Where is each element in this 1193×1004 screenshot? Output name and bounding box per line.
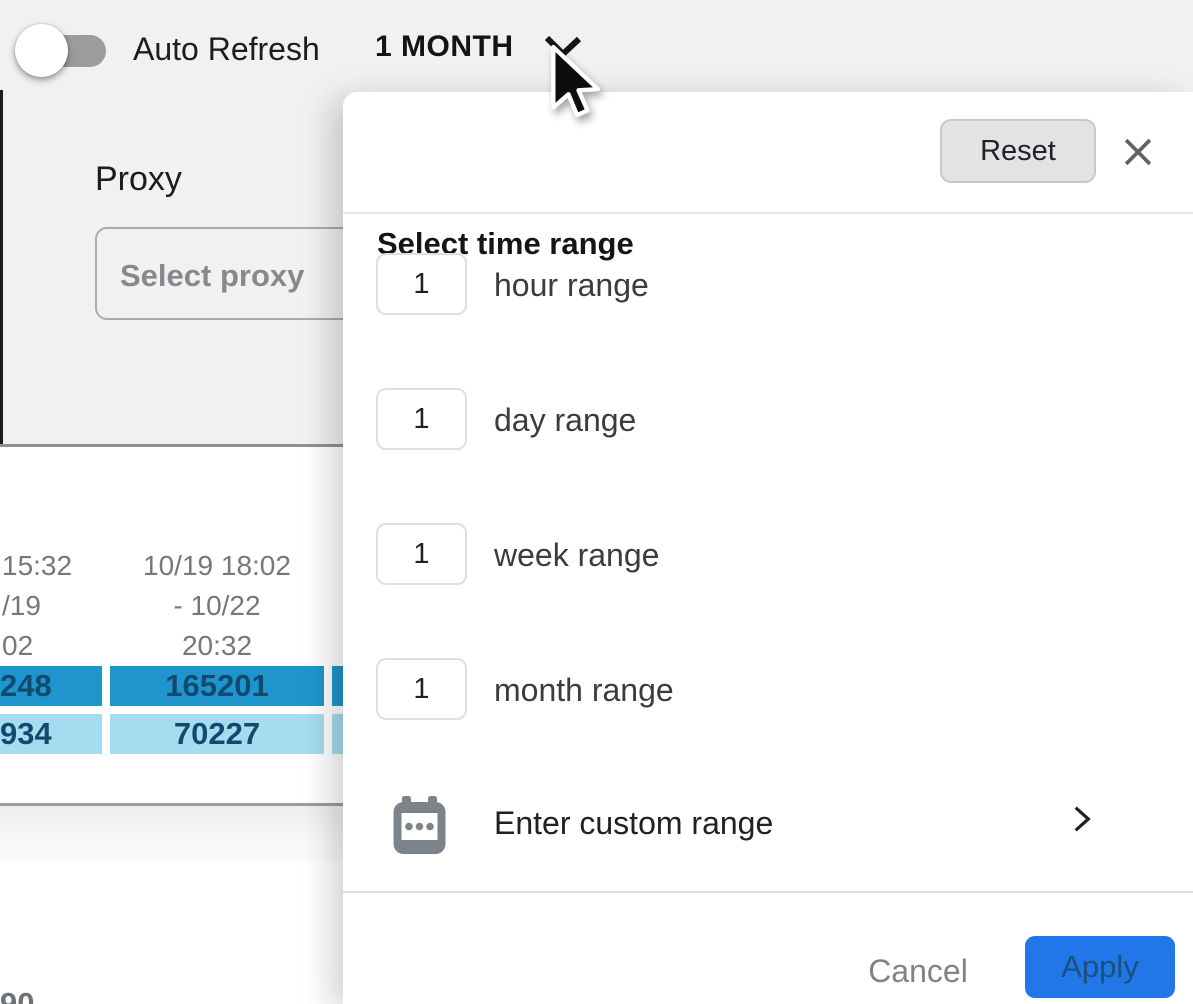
hour-range-label: hour range	[494, 267, 649, 303]
section-band	[0, 806, 344, 862]
table-cell: 934	[0, 714, 102, 754]
table-cell	[332, 714, 344, 754]
close-icon-glyph	[1124, 138, 1152, 165]
auto-refresh-label: Auto Refresh	[133, 31, 320, 67]
proxy-section-label: Proxy	[95, 160, 182, 198]
clipped-axis-text: 90	[0, 986, 35, 1004]
calendar-icon	[393, 796, 446, 854]
day-range-input[interactable]	[376, 388, 467, 450]
table-cell: 248	[0, 666, 102, 706]
table-cell: 70227	[110, 714, 324, 754]
hour-range-input[interactable]	[376, 253, 467, 315]
panel-footer-divider	[343, 891, 1193, 893]
table-column-header: 15:32 /19 02	[2, 550, 73, 661]
time-range-dropdown-button[interactable]: 1 MONTH	[375, 30, 514, 63]
reset-button[interactable]: Reset	[940, 119, 1096, 183]
panel-header-divider	[343, 212, 1193, 214]
apply-button[interactable]: Apply	[1025, 936, 1175, 998]
chevron-right-icon[interactable]	[1065, 802, 1097, 836]
auto-refresh-toggle-knob[interactable]	[15, 24, 68, 77]
enter-custom-range-label: Enter custom range	[494, 805, 774, 841]
left-edge-border	[0, 90, 3, 446]
month-range-label: month range	[494, 672, 674, 708]
lower-card	[0, 862, 344, 1004]
proxy-select-placeholder: Select proxy	[120, 258, 305, 293]
table-card-top-border	[0, 444, 344, 447]
chevron-down-icon[interactable]	[542, 33, 584, 61]
table-cell: 165201	[110, 666, 324, 706]
day-range-label: day range	[494, 402, 637, 438]
week-range-input[interactable]	[376, 523, 467, 585]
table-cell	[332, 666, 344, 706]
cancel-button[interactable]: Cancel	[838, 944, 998, 998]
month-range-input[interactable]	[376, 658, 467, 720]
time-range-panel: Select time range Reset hour range day r…	[343, 92, 1193, 1004]
table-column-header: 10/19 18:02 - 10/22 20:32	[143, 550, 291, 661]
close-icon[interactable]	[1115, 130, 1161, 176]
week-range-label: week range	[494, 537, 660, 573]
section-divider	[0, 803, 344, 806]
